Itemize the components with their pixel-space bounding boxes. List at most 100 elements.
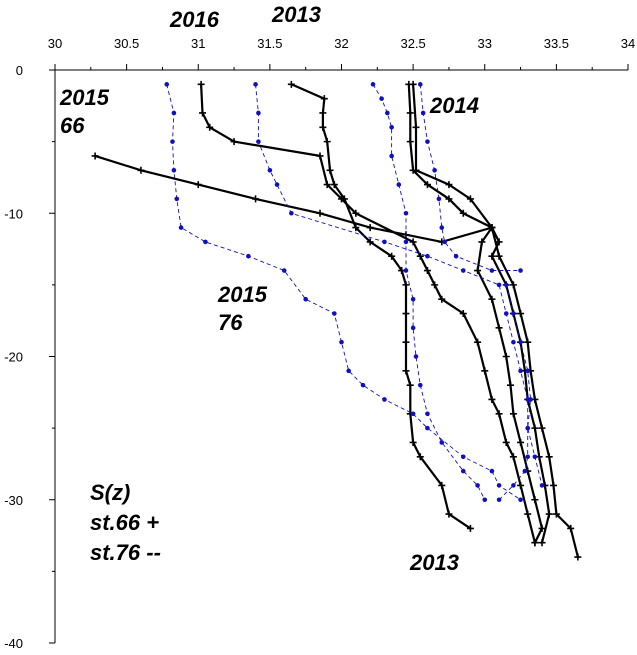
data-point-plus [409, 438, 417, 446]
data-point-plus [524, 338, 532, 346]
data-point-plus [438, 481, 446, 489]
legend-line-1: S(z) [90, 480, 130, 505]
data-point-plus [574, 553, 582, 561]
x-tick-label: 33 [478, 36, 492, 51]
data-point-dot [174, 196, 180, 202]
legend-line-2: st.66 + [90, 510, 159, 535]
data-point-dot [410, 325, 416, 331]
data-point-dot [246, 253, 251, 259]
data-point-plus [388, 252, 396, 260]
data-point-dot [382, 239, 387, 245]
data-point-plus [406, 381, 414, 389]
data-point-dot [256, 110, 261, 116]
annotation-2014: 2014 [429, 93, 479, 118]
data-point-dot [518, 368, 523, 374]
data-point-dot [253, 82, 258, 87]
y-tick-label: 0 [16, 63, 23, 78]
data-point-dot [489, 268, 495, 273]
data-point-plus [409, 238, 417, 246]
data-point-dot [410, 296, 416, 302]
data-point-dot [370, 82, 376, 87]
data-point-dot [460, 454, 466, 460]
annotations: 2016 2013 2015 66 2014 2015 76 S(z) st.6… [59, 2, 479, 575]
data-point-dot [460, 468, 466, 474]
data-point-plus [406, 109, 414, 117]
data-point-dot [532, 454, 538, 460]
x-tick-label: 31.5 [257, 36, 282, 51]
data-point-dot [528, 397, 533, 402]
data-point-plus [538, 424, 546, 432]
data-point-plus [409, 80, 417, 88]
data-point-dot [417, 382, 423, 388]
data-point-plus [199, 109, 207, 117]
annotation-2015-76-year: 2015 [217, 282, 268, 307]
data-point-dot [267, 167, 273, 173]
series-st76-7 [253, 82, 545, 488]
data-point-dot [385, 110, 390, 116]
data-point-plus [402, 367, 410, 375]
legend-line-3: st.76 -- [90, 540, 161, 565]
data-point-dot [203, 239, 208, 245]
data-point-dot [332, 311, 337, 316]
data-point-dot [503, 282, 509, 288]
data-point-plus [459, 209, 467, 217]
data-point-dot [425, 253, 430, 259]
series-line [419, 84, 521, 271]
data-point-dot [525, 425, 531, 431]
data-point-plus [326, 166, 334, 174]
data-point-plus [319, 123, 327, 131]
data-point-plus [488, 224, 496, 232]
data-point-dot [425, 139, 430, 144]
y-tick-label: -40 [4, 636, 23, 651]
data-point-plus [206, 123, 214, 131]
data-point-plus [445, 181, 453, 189]
data-point-dot [496, 483, 502, 488]
data-point-dot [539, 483, 545, 488]
data-point-plus [531, 424, 539, 432]
series-line [498, 284, 532, 501]
data-point-plus [445, 195, 453, 203]
x-tick-label: 34 [621, 36, 635, 51]
x-tick-label: 32.5 [400, 36, 425, 51]
axes: 30 30.5 31 31.5 32 32.5 33 33.5 34 0 -10 -20 -30 -40 [4, 36, 635, 651]
data-point-dot [346, 368, 351, 374]
data-point-plus [197, 80, 205, 88]
data-point-dot [496, 497, 502, 503]
data-point-plus [402, 338, 410, 346]
data-point-dot [417, 82, 423, 87]
data-point-plus [474, 338, 482, 346]
data-point-plus [459, 310, 467, 318]
data-point-plus [495, 410, 503, 418]
data-point-plus [531, 496, 539, 504]
data-point-plus [412, 166, 420, 174]
data-point-dot [360, 382, 366, 388]
data-point-dot [436, 196, 442, 202]
annotation-2013-top: 2013 [271, 2, 321, 27]
data-point-dot [511, 339, 516, 345]
data-point-dot [432, 167, 437, 173]
data-point-plus [538, 539, 546, 547]
data-point-plus [431, 281, 439, 289]
series-st76-10 [496, 282, 533, 503]
data-point-plus [316, 152, 324, 160]
data-point-plus [252, 195, 260, 203]
data-point-plus [481, 367, 489, 375]
data-point-plus [517, 481, 525, 489]
data-point-plus [466, 195, 474, 203]
data-point-dot [403, 268, 409, 273]
data-point-dot [525, 368, 531, 374]
data-point-plus [330, 181, 338, 189]
data-point-plus [402, 281, 410, 289]
data-point-plus [366, 238, 374, 246]
data-point-plus [194, 181, 202, 189]
data-point-dot [303, 296, 308, 302]
y-tick-label: -10 [4, 206, 23, 221]
x-tick-label: 32 [334, 36, 348, 51]
series-st76-9 [417, 82, 523, 273]
data-point-dot [475, 483, 480, 488]
data-point-dot [439, 440, 445, 445]
data-point-plus [488, 252, 496, 260]
series-st76-8 [370, 82, 488, 503]
data-point-plus [352, 224, 360, 232]
